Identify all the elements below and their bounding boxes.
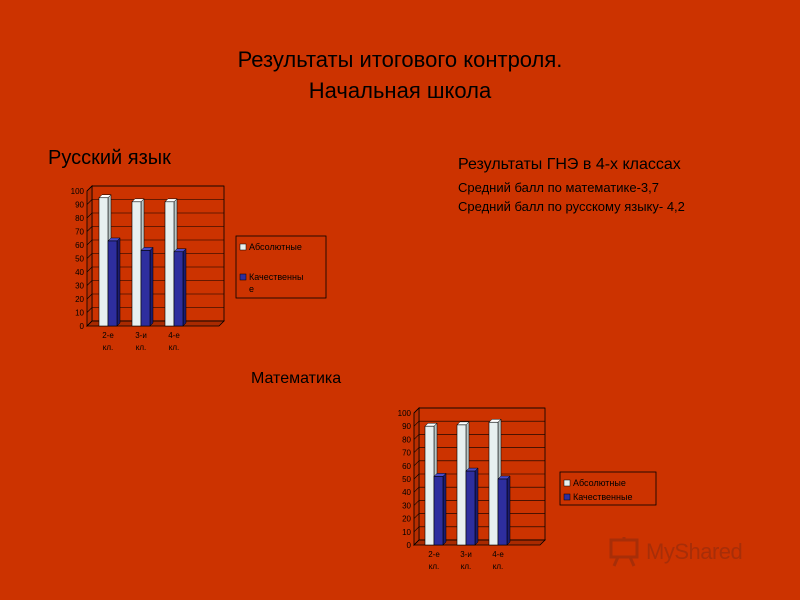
- gridline-side: [413, 407, 420, 414]
- gridline-side: [86, 253, 93, 259]
- gridline-side: [86, 226, 93, 232]
- gne-results-block: Результаты ГНЭ в 4-х классах Средний бал…: [458, 156, 685, 216]
- chalkboard-icon: [609, 537, 639, 567]
- bar: [488, 421, 499, 546]
- category-label: кл.: [103, 343, 113, 352]
- russian-average: Средний балл по русскому языку- 4,2: [458, 199, 685, 214]
- gridline-side: [86, 320, 93, 327]
- math-average: Средний балл по математике-3,7: [458, 180, 659, 195]
- gridline-side: [86, 199, 93, 205]
- gne-heading: Результаты ГНЭ в 4-х классах: [458, 156, 681, 173]
- bar: [497, 478, 508, 546]
- y-tick-label: 30: [75, 282, 84, 291]
- gridline-side: [413, 434, 420, 440]
- legend-label: Абсолютные: [573, 478, 626, 488]
- category-label: 2-е: [102, 331, 114, 340]
- y-tick-label: 100: [71, 187, 85, 196]
- y-tick-label: 70: [402, 449, 411, 458]
- legend-swatch: [563, 479, 571, 487]
- gridline-side: [86, 266, 93, 273]
- y-tick-label: 60: [75, 241, 84, 250]
- category-label: 2-е: [428, 550, 440, 559]
- category-label: 4-е: [492, 550, 504, 559]
- slide-title: Результаты итогового контроля. Начальная…: [0, 44, 800, 106]
- gridline-side: [413, 473, 420, 480]
- legend-box: [559, 471, 657, 506]
- gridline-side: [413, 526, 420, 533]
- legend-swatch: [563, 493, 571, 501]
- gridline-side: [86, 239, 93, 246]
- category-label: кл.: [169, 343, 179, 352]
- bar-side: [442, 472, 447, 546]
- bar: [140, 250, 151, 327]
- title-line-2: Начальная школа: [308, 78, 492, 103]
- category-label: кл.: [461, 562, 471, 571]
- y-tick-label: 50: [75, 255, 84, 264]
- bar-side: [506, 475, 511, 546]
- y-tick-label: 90: [402, 422, 411, 431]
- y-tick-label: 10: [75, 309, 84, 318]
- bar: [424, 425, 435, 546]
- gridline-side: [86, 280, 93, 286]
- legend-swatch: [239, 273, 247, 281]
- legend-label: Качественны: [249, 272, 303, 282]
- y-tick-label: 30: [402, 501, 411, 510]
- gridline-side: [86, 185, 93, 192]
- y-tick-label: 0: [407, 541, 412, 550]
- category-label: кл.: [136, 343, 146, 352]
- russian-chart-label: Русский язык: [48, 147, 171, 169]
- y-tick-label: 10: [402, 528, 411, 537]
- y-tick-label: 100: [398, 409, 412, 418]
- y-tick-label: 50: [402, 475, 411, 484]
- y-tick-label: 90: [75, 201, 84, 210]
- category-label: 4-е: [168, 331, 180, 340]
- legend-label: е: [249, 284, 254, 294]
- y-tick-label: 40: [75, 268, 84, 277]
- legend-label: Абсолютные: [249, 242, 302, 252]
- gridline-side: [86, 293, 93, 300]
- title-line-1: Результаты итогового контроля.: [237, 47, 563, 72]
- category-label: кл.: [429, 562, 439, 571]
- gridline-side: [413, 500, 420, 506]
- gridline-side: [413, 460, 420, 467]
- category-label: 3-и: [460, 550, 472, 559]
- gridline-side: [413, 447, 420, 453]
- y-tick-label: 60: [402, 462, 411, 471]
- math-chart-label: Математика: [251, 370, 342, 387]
- y-tick-label: 80: [402, 435, 411, 444]
- bar: [433, 476, 444, 546]
- gridline-side: [413, 420, 420, 427]
- y-tick-label: 20: [402, 515, 411, 524]
- y-tick-label: 80: [75, 214, 84, 223]
- watermark: MyShared: [608, 537, 743, 567]
- bar: [465, 470, 476, 546]
- category-label: кл.: [493, 562, 503, 571]
- gridline-side: [413, 539, 420, 546]
- gridline-side: [413, 513, 420, 519]
- y-tick-label: 70: [75, 228, 84, 237]
- y-tick-label: 0: [80, 322, 85, 331]
- gridline-side: [413, 486, 420, 493]
- bar: [107, 240, 118, 327]
- legend-swatch: [239, 243, 247, 251]
- y-tick-label: 20: [75, 295, 84, 304]
- bar: [173, 251, 184, 327]
- category-label: 3-и: [135, 331, 147, 340]
- watermark-text: MyShared: [646, 539, 743, 564]
- y-tick-label: 40: [402, 488, 411, 497]
- gridline-side: [86, 212, 93, 219]
- bar: [456, 424, 467, 546]
- bar-side: [474, 467, 479, 546]
- gridline-side: [86, 307, 93, 313]
- legend-box: [235, 235, 327, 299]
- legend-label: Качественные: [573, 492, 632, 502]
